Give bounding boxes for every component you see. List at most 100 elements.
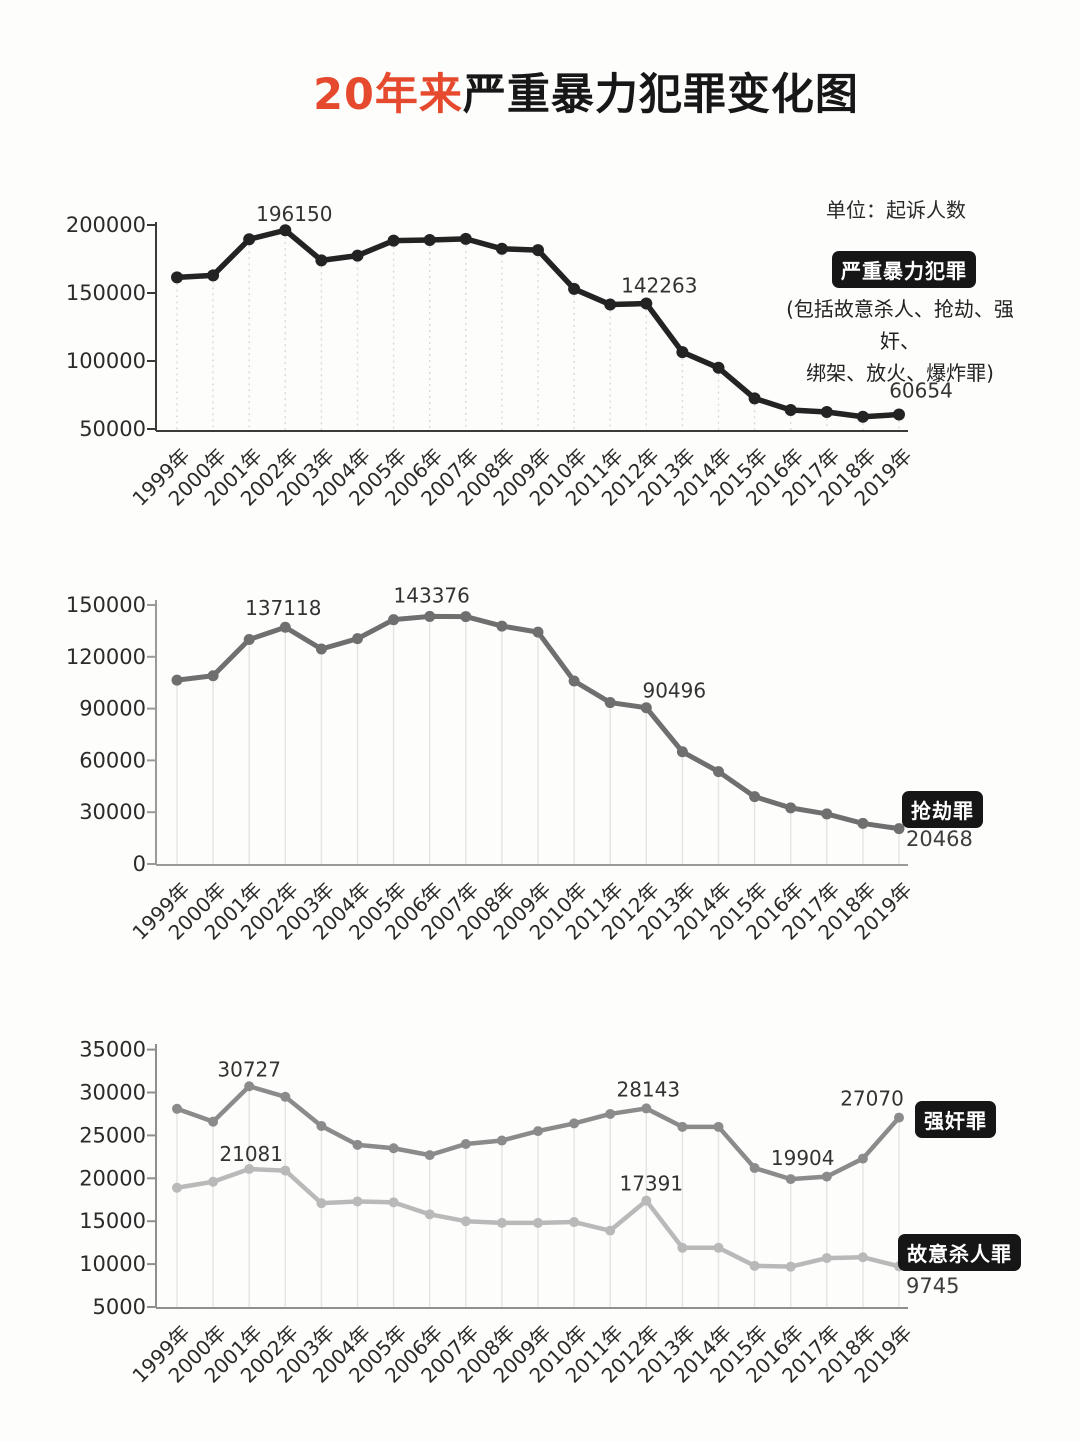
page-title-highlight: 20年来 (313, 70, 463, 120)
data-label: 21081 (219, 1142, 283, 1166)
data-point (821, 1253, 832, 1264)
data-point (387, 234, 400, 247)
data-point (532, 244, 544, 257)
data-point (856, 410, 869, 423)
data-point (785, 1174, 796, 1185)
data-point (171, 271, 183, 284)
data-point (604, 697, 616, 709)
data-point (569, 1217, 580, 1228)
legend-note-line2: 绑架、放火、爆炸罪) (806, 361, 994, 385)
data-point (821, 1171, 832, 1182)
data-point (713, 1242, 724, 1253)
y-tick-label: 120000 (66, 645, 146, 669)
data-point (820, 406, 833, 418)
data-point (243, 634, 255, 646)
y-tick-label: 150000 (66, 593, 146, 617)
data-point (459, 232, 472, 245)
y-tick-label: 50000 (79, 417, 146, 441)
data-point (280, 1165, 291, 1176)
homicide-last-value: 9745 (906, 1274, 960, 1298)
data-point (677, 1242, 688, 1253)
data-point (315, 643, 327, 655)
data-point (424, 1150, 435, 1161)
data-point (496, 1217, 507, 1228)
data-point (495, 242, 508, 255)
y-tick-label: 30000 (79, 800, 146, 824)
data-point (208, 1176, 219, 1187)
data-point (279, 621, 291, 633)
legend-badge-rape: 强奸罪 (915, 1101, 996, 1138)
data-point (857, 1153, 868, 1164)
page-title: 20年来严重暴力犯罪变化图 (0, 60, 1080, 122)
legend-badge-serious-violent-crime: 严重暴力犯罪 (832, 251, 976, 288)
data-point (893, 408, 905, 421)
data-point (641, 1195, 652, 1206)
data-point (171, 674, 183, 686)
data-label: 27070 (840, 1087, 904, 1111)
data-point (172, 1182, 182, 1193)
data-point (640, 297, 653, 310)
data-point (315, 254, 328, 267)
data-point (641, 1103, 652, 1114)
data-point (207, 269, 220, 282)
data-point (857, 1252, 868, 1263)
data-point (172, 1103, 182, 1114)
data-point (748, 392, 761, 405)
y-tick-label: 200000 (66, 213, 146, 237)
y-tick-label: 20000 (79, 1166, 146, 1190)
data-point (604, 298, 617, 311)
data-label: 90496 (642, 679, 706, 703)
data-point (388, 1197, 399, 1208)
data-point (243, 233, 256, 246)
data-label: 143376 (394, 583, 470, 607)
y-tick-label: 100000 (66, 349, 146, 373)
data-point (568, 282, 581, 295)
data-point (605, 1108, 616, 1119)
data-point (676, 746, 688, 758)
data-point (424, 610, 436, 622)
data-point (280, 1091, 291, 1102)
data-point (352, 1196, 363, 1207)
data-point (279, 224, 292, 237)
y-tick-label: 0 (133, 852, 146, 876)
data-point (640, 702, 652, 714)
data-point (316, 1198, 327, 1209)
y-tick-label: 5000 (93, 1295, 146, 1319)
data-point (533, 1217, 543, 1228)
legend-badge-homicide: 故意杀人罪 (898, 1234, 1021, 1271)
data-point (388, 614, 400, 626)
data-point (893, 823, 905, 835)
unit-label: 单位：起诉人数 (826, 198, 966, 222)
data-point (713, 1121, 724, 1132)
data-point (351, 249, 364, 262)
data-point (352, 633, 363, 645)
robbery-last-value: 20468 (906, 827, 973, 851)
data-point (208, 1116, 219, 1127)
data-label: 17391 (619, 1172, 683, 1196)
y-tick-label: 25000 (79, 1123, 146, 1147)
legend-note: (包括故意杀人、抢劫、强奸、 绑架、放火、爆炸罪) (768, 293, 1032, 389)
data-label: 60654 (889, 379, 953, 403)
data-point (352, 1139, 363, 1150)
data-point (244, 1081, 255, 1092)
data-point (569, 1118, 580, 1129)
data-label: 30727 (217, 1057, 281, 1081)
data-point (677, 1121, 688, 1132)
data-point (533, 1126, 543, 1137)
data-point (460, 1138, 471, 1149)
legend-note-line1: (包括故意杀人、抢劫、强奸、 (786, 297, 1014, 353)
data-point (676, 346, 689, 359)
data-point (496, 1135, 507, 1146)
y-tick-label: 90000 (79, 697, 146, 721)
y-tick-label: 15000 (79, 1209, 146, 1233)
data-label: 196150 (256, 202, 332, 226)
data-label: 19904 (771, 1146, 835, 1170)
data-point (388, 1143, 399, 1154)
y-tick-label: 30000 (79, 1081, 146, 1105)
data-point (712, 361, 725, 374)
page-title-rest: 严重暴力犯罪变化图 (462, 70, 859, 120)
data-point (496, 620, 508, 632)
data-label: 142263 (621, 274, 697, 298)
